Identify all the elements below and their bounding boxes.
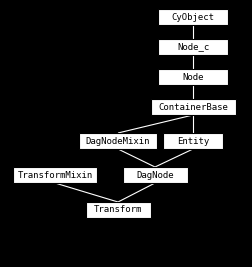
Text: TransformMixin: TransformMixin xyxy=(17,171,93,179)
Text: DagNode: DagNode xyxy=(136,171,174,179)
Text: DagNodeMixin: DagNodeMixin xyxy=(86,136,150,146)
Bar xyxy=(150,99,236,115)
Text: Entity: Entity xyxy=(177,136,209,146)
Text: ContainerBase: ContainerBase xyxy=(158,103,228,112)
Bar xyxy=(158,69,228,85)
Text: Node: Node xyxy=(182,73,204,81)
Bar xyxy=(85,202,150,218)
Text: Node_c: Node_c xyxy=(177,42,209,52)
Bar xyxy=(163,133,223,149)
Text: CyObject: CyObject xyxy=(172,13,214,22)
Bar xyxy=(158,39,228,55)
Text: Transform: Transform xyxy=(94,206,142,214)
Bar xyxy=(158,9,228,25)
Bar xyxy=(13,167,97,183)
Bar xyxy=(79,133,157,149)
Bar xyxy=(122,167,187,183)
